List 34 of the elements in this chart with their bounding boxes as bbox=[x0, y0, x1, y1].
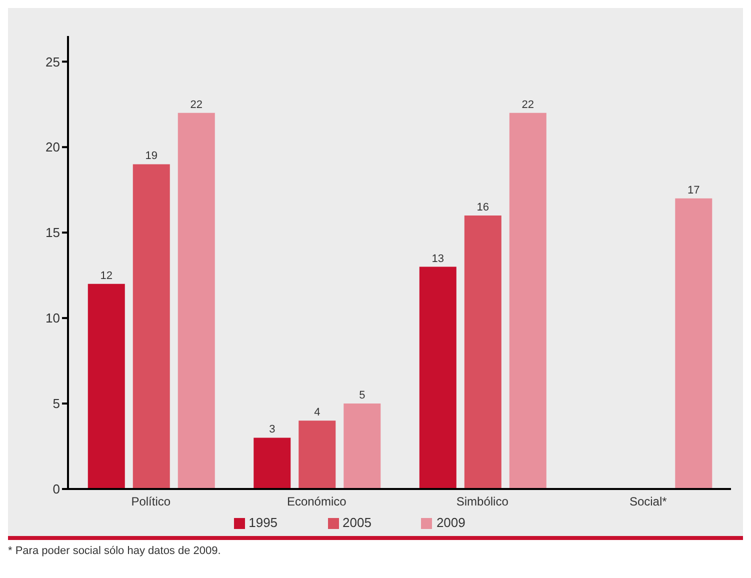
x-tick-label: Político bbox=[131, 494, 171, 509]
legend-label: 2009 bbox=[436, 515, 466, 530]
data-label: 13 bbox=[432, 252, 444, 265]
y-tick-label: 5 bbox=[52, 396, 60, 412]
bar bbox=[298, 420, 336, 489]
bar bbox=[132, 164, 170, 489]
bar bbox=[254, 438, 291, 489]
legend-label: 1995 bbox=[248, 515, 278, 530]
x-tick-label: Social* bbox=[629, 494, 668, 509]
data-label: 22 bbox=[190, 98, 203, 111]
y-tick-label: 15 bbox=[46, 225, 60, 240]
data-label: 3 bbox=[269, 424, 276, 436]
data-label: 4 bbox=[314, 406, 320, 419]
y-tick-label: 0 bbox=[52, 482, 60, 497]
bar bbox=[88, 284, 125, 489]
bar bbox=[464, 215, 502, 489]
y-tick-label: 10 bbox=[46, 310, 60, 326]
x-tick-label: Económico bbox=[286, 494, 347, 509]
data-label: 5 bbox=[359, 390, 366, 402]
data-label: 16 bbox=[476, 201, 490, 214]
legend-label: 2005 bbox=[342, 515, 372, 530]
bar bbox=[419, 266, 456, 489]
text: * Para poder social sólo hay datos de 2009. bbox=[8, 545, 222, 557]
bar bbox=[675, 198, 712, 489]
data-label: 17 bbox=[688, 184, 700, 196]
x-tick-label: Simbólico bbox=[456, 494, 509, 509]
bar bbox=[509, 112, 546, 489]
bar bbox=[344, 404, 381, 489]
data-label: 12 bbox=[100, 270, 113, 282]
data-label: 22 bbox=[522, 98, 534, 111]
y-tick-label: 25 bbox=[46, 54, 60, 70]
y-tick-label: 20 bbox=[46, 140, 60, 155]
data-label: 19 bbox=[145, 150, 158, 162]
bar bbox=[178, 112, 215, 489]
